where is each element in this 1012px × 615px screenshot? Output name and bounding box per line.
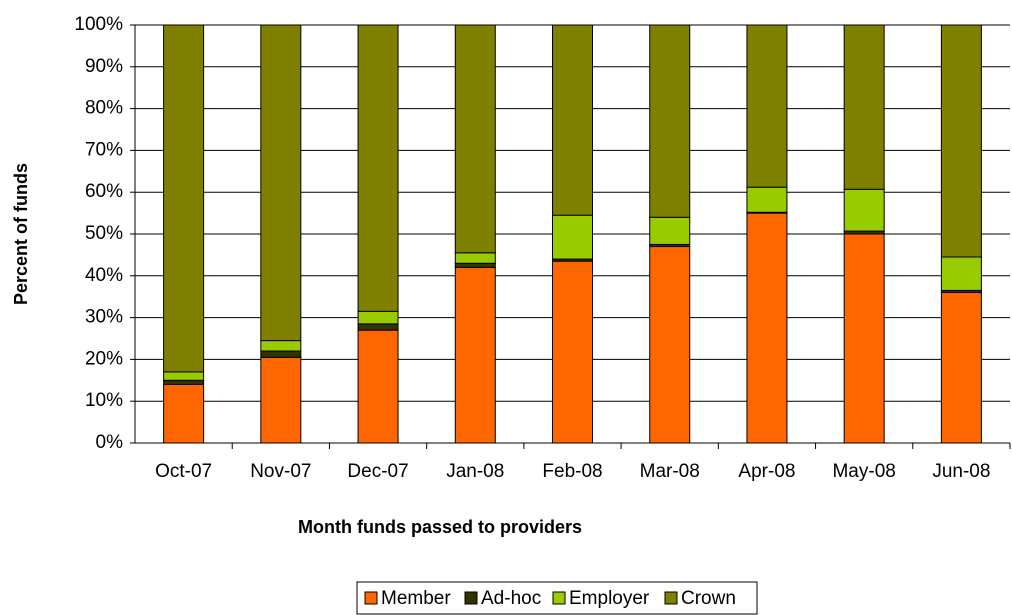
bar-segment: [940, 256, 982, 291]
y-axis-label: Percent of funds: [11, 163, 31, 305]
bar-segment: [357, 323, 399, 331]
bar-segment: [940, 292, 982, 444]
x-tick-label: Nov-07: [250, 461, 311, 482]
bar-segment: [552, 260, 593, 444]
bar-segment: [746, 24, 788, 188]
bar-segment: [260, 356, 302, 444]
y-tick-label: 60%: [85, 181, 123, 202]
bar-segment: [940, 24, 982, 258]
bar-segment: [552, 24, 593, 216]
bar-segment: [163, 383, 205, 444]
bar-segment: [357, 24, 399, 312]
bar-segment: [260, 350, 302, 358]
x-axis-label: Month funds passed to providers: [298, 517, 582, 537]
x-tick-label: Apr-08: [738, 461, 795, 482]
y-tick-label: 70%: [85, 139, 123, 160]
y-tick-label: 80%: [85, 98, 123, 119]
bar-segment: [843, 233, 885, 444]
y-tick-label: 90%: [85, 56, 123, 77]
bar-segment: [649, 216, 691, 245]
y-tick-label: 30%: [85, 307, 123, 328]
bar-segment: [260, 24, 302, 342]
x-tick-label: Mar-08: [640, 461, 700, 482]
y-tick-label: 100%: [74, 14, 123, 35]
bar-segment: [260, 340, 302, 352]
legend-label: Employer: [569, 588, 650, 609]
bar-segment: [649, 24, 691, 218]
bar-segment: [454, 266, 496, 444]
bar-segment: [454, 262, 496, 268]
legend-swatch: [364, 591, 378, 605]
x-tick-label: Jan-08: [446, 461, 504, 482]
x-tick-label: May-08: [832, 461, 895, 482]
y-tick-label: 0%: [96, 432, 124, 453]
legend-label: Ad-hoc: [481, 588, 541, 609]
bar-segment: [454, 252, 496, 264]
legend-label: Member: [381, 588, 451, 609]
y-tick-label: 50%: [85, 223, 123, 244]
legend-swatch: [664, 591, 678, 605]
bar-segment: [163, 371, 205, 381]
x-tick-label: Dec-07: [347, 461, 408, 482]
x-tick-label: Oct-07: [155, 461, 212, 482]
bar-segment: [357, 329, 399, 444]
y-tick-label: 10%: [85, 390, 123, 411]
legend-label: Crown: [681, 588, 736, 609]
legend-swatch: [464, 591, 478, 605]
bar-segment: [357, 310, 399, 325]
bar-segment: [649, 246, 691, 444]
x-tick-label: Jun-08: [932, 461, 990, 482]
y-tick-label: 40%: [85, 265, 123, 286]
bar-segment: [746, 212, 788, 444]
bar-segment: [746, 186, 788, 213]
bar-segment: [843, 188, 885, 232]
x-tick-label: Feb-08: [542, 461, 602, 482]
bar-segment: [163, 24, 205, 373]
y-tick-label: 20%: [85, 348, 123, 369]
bar-segment: [163, 379, 205, 385]
legend-swatch: [552, 591, 566, 605]
bar-segment: [552, 214, 593, 260]
bar-segment: [843, 24, 885, 190]
bar-segment: [454, 24, 496, 254]
